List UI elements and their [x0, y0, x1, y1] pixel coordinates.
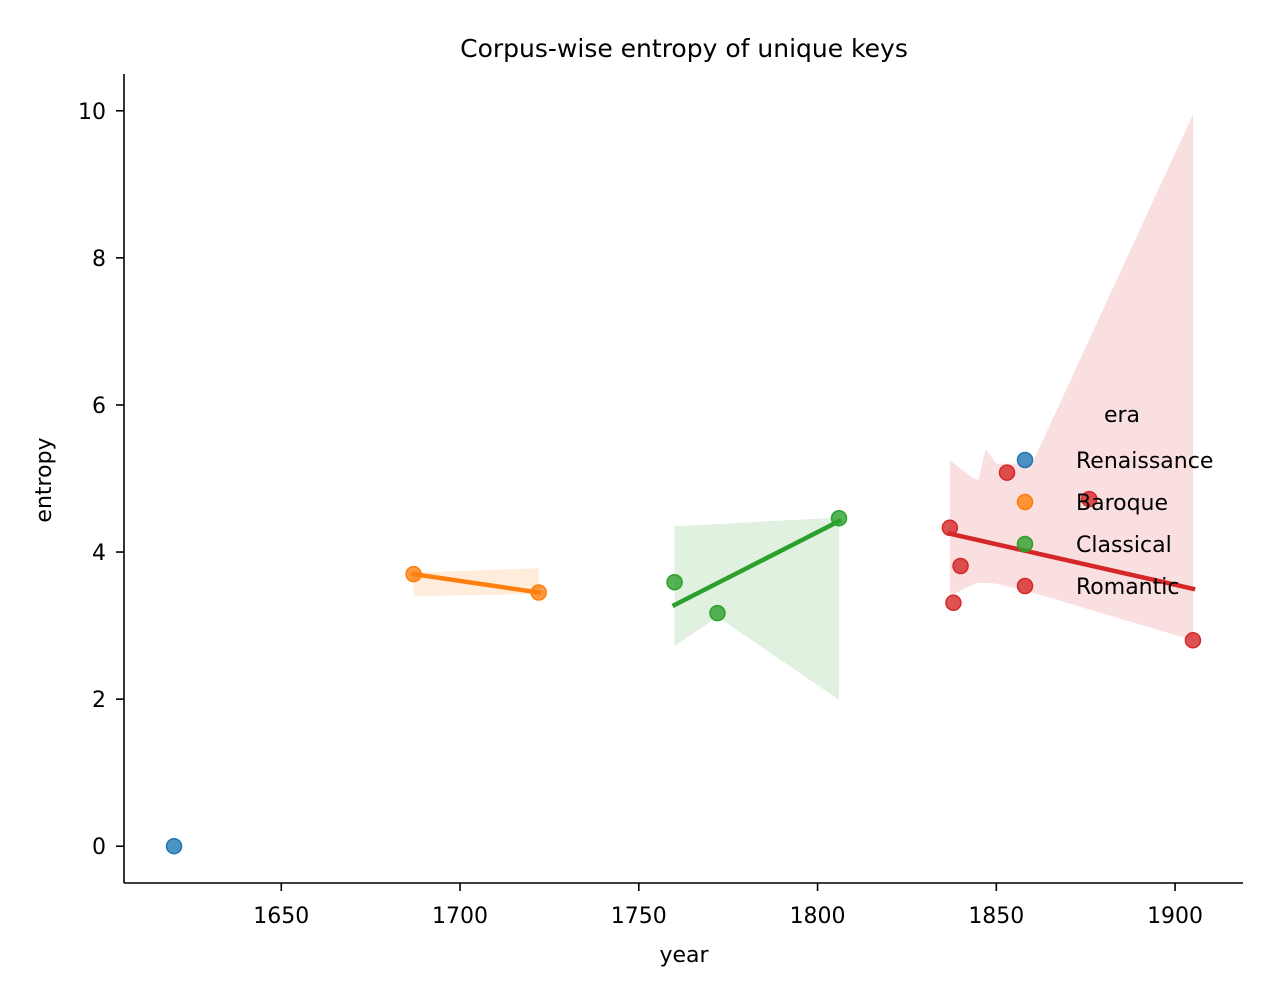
regression-lines [411, 518, 1196, 609]
y-axis-label: entropy [32, 437, 57, 522]
x-tick-label: 1800 [790, 904, 846, 929]
renaissance-point [165, 837, 183, 855]
x-tick-label: 1650 [253, 904, 309, 929]
classical-legend-label: Classical [1076, 533, 1172, 558]
confidence-bands [413, 114, 1193, 700]
chart-title: Corpus-wise entropy of unique keys [460, 34, 908, 63]
classical-regression-line [671, 518, 843, 609]
romantic-point [945, 594, 962, 612]
classical-point [666, 573, 683, 591]
classical-point [830, 509, 848, 527]
romantic-point [1081, 490, 1098, 508]
x-tick-label: 1850 [968, 904, 1024, 929]
baroque-point [530, 584, 547, 601]
x-tick-label: 1700 [432, 904, 488, 929]
x-axis-label: year [659, 943, 709, 968]
y-tick-label: 0 [92, 835, 106, 860]
classical-point [709, 604, 726, 622]
y-ticks: 0 2 4 6 8 10 [78, 100, 124, 860]
legend: era Renaissance Baroque Classical Romantic [1016, 403, 1213, 600]
romantic-point [952, 557, 969, 575]
x-tick-label: 1750 [611, 904, 667, 929]
romantic-legend-marker [1016, 577, 1034, 595]
baroque-point [405, 565, 422, 583]
romantic-point [1184, 632, 1202, 649]
axes [123, 74, 1243, 884]
classical-legend-marker [1016, 535, 1034, 553]
romantic-point [998, 464, 1016, 481]
romantic-legend-label: Romantic [1076, 575, 1179, 600]
y-tick-label: 6 [92, 394, 106, 419]
y-tick-label: 2 [92, 688, 106, 713]
x-ticks: 1650 1700 1750 1800 1850 1900 [253, 883, 1203, 929]
y-tick-label: 4 [92, 541, 106, 566]
classical-confidence-band [674, 517, 840, 700]
renaissance-legend-label: Renaissance [1076, 449, 1213, 474]
romantic-confidence-band [949, 114, 1193, 641]
renaissance-legend-marker [1016, 451, 1034, 469]
romantic-regression-line [947, 530, 1196, 592]
y-tick-label: 10 [78, 100, 106, 125]
baroque-legend-label: Baroque [1076, 491, 1168, 516]
baroque-regression-line [411, 571, 542, 596]
romantic-point [941, 519, 959, 537]
y-tick-label: 8 [92, 247, 106, 272]
x-tick-label: 1900 [1147, 904, 1203, 929]
legend-title: era [1104, 403, 1140, 428]
data-points [165, 464, 1202, 855]
baroque-legend-marker [1016, 493, 1034, 511]
